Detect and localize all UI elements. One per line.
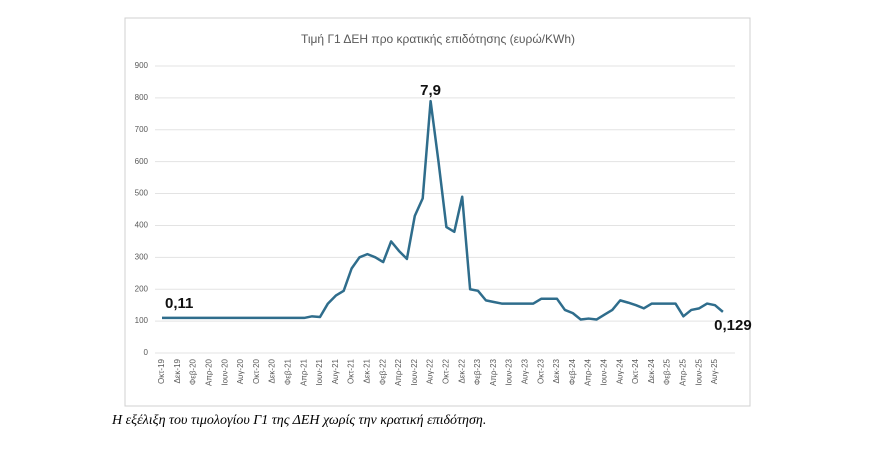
x-tick-label: Ιουν-21 [315, 358, 324, 385]
y-tick-label: 200 [135, 284, 149, 293]
x-tick-label: Αυγ-21 [331, 358, 340, 384]
x-tick-label: Απρ-23 [489, 358, 498, 386]
x-tick-label: Φεβ-24 [568, 358, 577, 385]
annotation: 7,9 [420, 82, 441, 99]
y-tick-label: 900 [135, 61, 149, 70]
x-tick-label: Φεβ-23 [473, 358, 482, 385]
x-tick-label: Οκτ-21 [347, 358, 356, 383]
x-tick-label: Δεκ-21 [363, 358, 372, 383]
x-tick-label: Οκτ-19 [157, 358, 166, 383]
x-tick-label: Ιουν-23 [505, 358, 514, 385]
x-tick-label: Οκτ-23 [536, 358, 545, 383]
x-tick-label: Ιουν-22 [410, 358, 419, 385]
chart-title: Τιμή Γ1 ΔΕΗ προ κρατικής επιδότησης (ευρ… [301, 32, 575, 46]
x-tick-label: Δεκ-20 [268, 358, 277, 383]
y-tick-label: 0 [144, 348, 149, 357]
x-tick-label: Ιουν-25 [694, 358, 703, 385]
x-tick-label: Αυγ-20 [236, 358, 245, 384]
x-tick-label: Ιουν-20 [220, 358, 229, 385]
x-tick-label: Οκτ-24 [631, 358, 640, 383]
x-tick-label: Απρ-25 [679, 358, 688, 386]
annotation: 0,11 [165, 295, 193, 312]
x-tick-label: Φεβ-25 [663, 358, 672, 385]
x-tick-label: Δεκ-23 [552, 358, 561, 383]
x-tick-label: Αυγ-22 [426, 358, 435, 384]
x-tick-label: Δεκ-19 [173, 358, 182, 383]
x-tick-label: Οκτ-20 [252, 358, 261, 383]
x-tick-label: Ιουν-24 [600, 358, 609, 385]
x-tick-label: Αυγ-23 [521, 358, 530, 384]
y-tick-label: 500 [135, 189, 149, 198]
y-tick-label: 300 [135, 252, 149, 261]
x-tick-label: Απρ-20 [205, 358, 214, 386]
x-tick-label: Απρ-21 [299, 358, 308, 386]
x-tick-label: Φεβ-20 [189, 358, 198, 385]
x-tick-label: Απρ-24 [584, 358, 593, 386]
y-tick-label: 100 [135, 316, 149, 325]
caption: Η εξέλιξη του τιμολογίου Γ1 της ΔΕΗ χωρί… [111, 413, 486, 428]
y-tick-label: 600 [135, 157, 149, 166]
annotation: 0,129 [714, 317, 752, 334]
line-series [162, 99, 724, 321]
x-tick-label: Οκτ-22 [442, 358, 451, 383]
chart-frame [124, 17, 751, 407]
x-tick-label: Απρ-22 [394, 358, 403, 386]
x-tick-label: Δεκ-22 [457, 358, 466, 383]
y-tick-label: 700 [135, 125, 149, 134]
y-tick-label: 400 [135, 221, 149, 230]
x-tick-label: Φεβ-22 [378, 358, 387, 385]
x-tick-label: Αυγ-24 [615, 358, 624, 384]
x-tick-label: Δεκ-24 [647, 358, 656, 383]
x-tick-label: Αυγ-25 [710, 358, 719, 384]
y-tick-label: 800 [135, 93, 149, 102]
x-tick-label: Φεβ-21 [284, 358, 293, 385]
